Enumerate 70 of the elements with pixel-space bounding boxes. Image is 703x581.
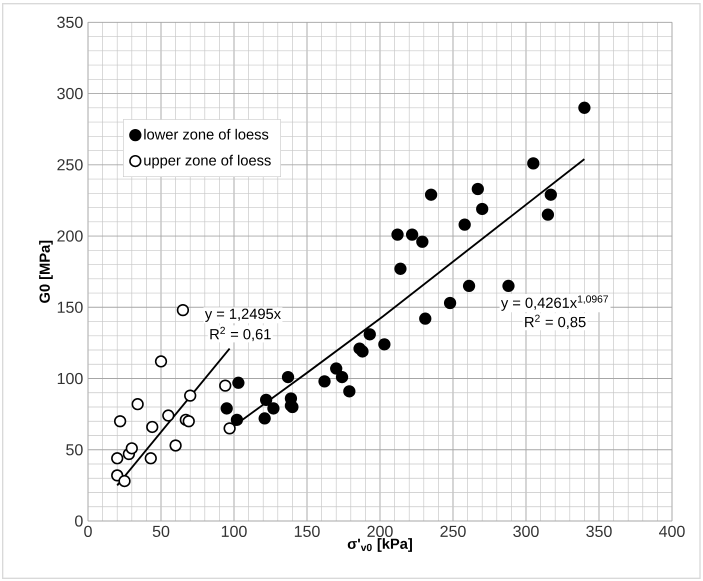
point — [406, 228, 418, 241]
point — [578, 102, 591, 114]
x-tick-label: 50 — [152, 526, 170, 538]
point — [282, 370, 294, 384]
annotation: y = 1,2495x — [204, 308, 281, 322]
point — [444, 296, 456, 310]
point — [126, 442, 138, 454]
annotation: y = 0,4261x$^{1,0967}$ — [500, 295, 608, 311]
point — [267, 402, 280, 415]
point — [223, 422, 236, 435]
y-tick-label: 200 — [57, 230, 83, 242]
point — [318, 375, 331, 388]
y-tick-label: 300 — [57, 88, 83, 100]
point — [162, 409, 174, 422]
annotation: R$^{2}$ = 0,61 — [210, 326, 271, 342]
point — [476, 202, 488, 216]
y-tick-label: 50 — [66, 444, 83, 456]
point — [378, 338, 391, 350]
point — [419, 312, 432, 325]
point — [111, 452, 124, 464]
point — [118, 474, 131, 488]
point — [182, 415, 195, 428]
point — [364, 328, 376, 340]
x-tick-label: 0 — [84, 526, 92, 538]
x-axis-title: σ'$_{v0}$ [kPa] — [348, 538, 412, 552]
point — [230, 414, 244, 426]
x-tick-label: 400 — [659, 526, 685, 538]
point — [416, 236, 428, 248]
y-tick-label: 0 — [75, 515, 83, 527]
point — [458, 218, 471, 231]
point — [542, 208, 554, 221]
point — [502, 280, 515, 292]
y-axis-title: G0 [MPa] — [39, 240, 53, 303]
point — [394, 262, 407, 275]
point — [260, 394, 272, 406]
y-tick-label: 100 — [58, 372, 83, 384]
point — [184, 389, 196, 402]
point — [132, 398, 144, 410]
y-tick-label: 150 — [58, 302, 83, 313]
x-tick-label: 100 — [222, 526, 247, 538]
point — [462, 280, 476, 292]
point — [544, 188, 557, 201]
annotation: R$^{2}$ = 0,85 — [525, 314, 586, 329]
legend-label: lower zone of loess — [144, 128, 268, 140]
legend-label: upper zone of loess — [144, 154, 271, 168]
point — [258, 412, 271, 425]
x-tick-label: 250 — [440, 526, 466, 538]
point — [527, 157, 540, 170]
point — [144, 452, 157, 464]
point — [169, 439, 182, 452]
x-tick-label: 200 — [367, 526, 393, 538]
point — [343, 385, 356, 398]
x-tick-label: 150 — [294, 526, 320, 538]
point — [330, 362, 342, 375]
point — [219, 380, 232, 392]
point — [220, 402, 233, 415]
point — [146, 420, 158, 434]
x-tick-label: 350 — [586, 526, 612, 538]
y-tick-label: 350 — [57, 16, 83, 28]
y-tick-label: 250 — [57, 159, 83, 170]
point — [391, 228, 404, 241]
point — [356, 345, 369, 358]
point — [472, 182, 484, 196]
point — [154, 355, 168, 368]
x-tick-label: 300 — [513, 526, 539, 538]
point — [114, 415, 126, 428]
point — [336, 370, 348, 384]
point — [176, 304, 190, 316]
point — [232, 376, 245, 389]
point — [424, 188, 438, 201]
